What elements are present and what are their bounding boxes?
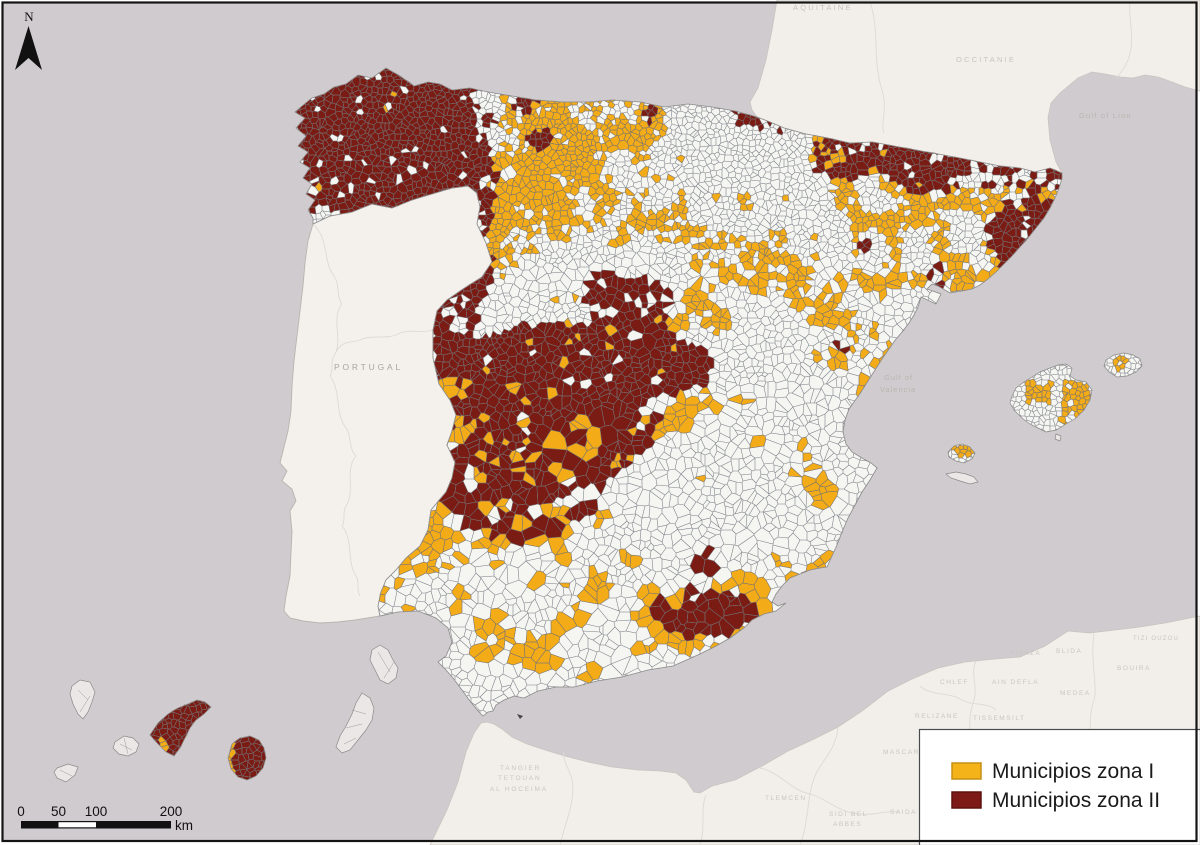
svg-text:Gulf of: Gulf of <box>884 373 913 382</box>
svg-text:TLEMCEN: TLEMCEN <box>765 795 807 802</box>
svg-text:SAIDA: SAIDA <box>890 809 917 816</box>
svg-text:100: 100 <box>85 804 108 819</box>
svg-text:0: 0 <box>17 804 25 819</box>
svg-text:TIZI OUZOU: TIZI OUZOU <box>1133 636 1179 642</box>
svg-text:BOUIRA: BOUIRA <box>1117 665 1151 672</box>
svg-text:PORTUGAL: PORTUGAL <box>334 362 403 372</box>
svg-text:TANGIER: TANGIER <box>500 765 541 772</box>
svg-text:km: km <box>175 818 193 833</box>
svg-text:RELIZANE: RELIZANE <box>915 713 959 720</box>
svg-text:TIPAZA: TIPAZA <box>1010 650 1041 657</box>
svg-text:Municipios zona I: Municipios zona I <box>992 760 1154 783</box>
svg-text:MASCARA: MASCARA <box>883 749 926 756</box>
svg-text:50: 50 <box>51 804 66 819</box>
svg-text:BLIDA: BLIDA <box>1056 648 1082 655</box>
svg-text:Gulf of Lion: Gulf of Lion <box>1079 111 1132 120</box>
svg-text:AQUITAINE: AQUITAINE <box>793 3 853 12</box>
svg-text:TETOUAN: TETOUAN <box>498 775 542 782</box>
svg-text:AL HOCEIMA: AL HOCEIMA <box>490 786 548 793</box>
svg-text:CHLEF: CHLEF <box>940 679 969 686</box>
svg-text:Municipios zona II: Municipios zona II <box>992 789 1160 812</box>
svg-text:200: 200 <box>160 804 183 819</box>
svg-text:Valencia: Valencia <box>880 385 916 394</box>
svg-text:TISSEMSILT: TISSEMSILT <box>973 715 1025 722</box>
svg-text:OCCITANIE: OCCITANIE <box>956 55 1016 64</box>
svg-text:AIN DEFLA: AIN DEFLA <box>992 679 1039 686</box>
svg-text:MEDEA: MEDEA <box>1060 690 1091 697</box>
svg-text:SIDI BEL: SIDI BEL <box>829 811 868 818</box>
svg-text:ABBES: ABBES <box>833 821 862 828</box>
svg-text:N: N <box>24 9 34 24</box>
